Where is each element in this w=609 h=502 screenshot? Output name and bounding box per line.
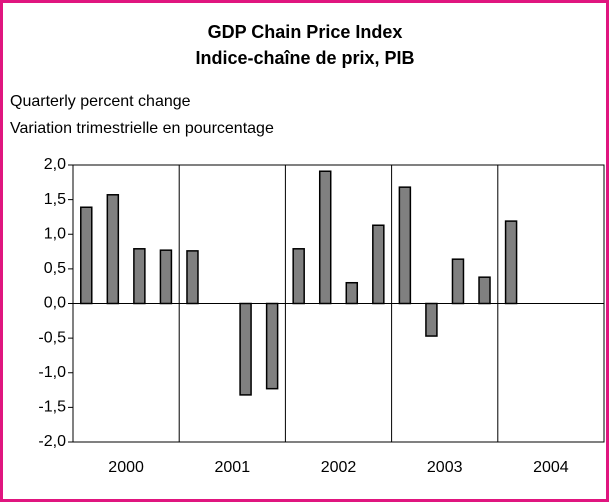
bar [106,194,120,305]
x-group-label: 2001 [215,459,251,476]
y-label-fr: Variation trimestrielle en pourcentage [10,120,274,137]
y-tick-label: -0,5 [38,329,66,346]
y-label: Quarterly percent change [10,93,191,110]
y-tick-label: 0,5 [44,260,66,277]
y-tick-label: -1,0 [38,364,66,381]
bar [186,250,199,305]
y-tick-label: 1,0 [44,225,66,242]
bar [345,281,359,305]
chart-title: GDP Chain Price Index [208,22,403,42]
y-tick-label: 2,0 [44,156,66,173]
bar [504,220,518,305]
y-tick-label: 0,0 [44,295,66,312]
bar [478,276,491,305]
y-tick-label: -2,0 [38,433,66,450]
bar [451,258,465,305]
bar [80,206,93,305]
bar [159,249,173,305]
x-group-label: 2002 [321,459,357,476]
bar [239,302,252,396]
bar [292,248,305,305]
bar [318,170,332,305]
bar [133,248,146,305]
x-group-label: 2004 [533,459,569,476]
y-tick-label: 1,5 [44,191,66,208]
bar [398,186,412,305]
x-group-label: 2003 [427,459,463,476]
bar [372,224,385,305]
chart-subtitle: Indice-chaîne de prix, PIB [195,48,414,68]
y-tick-label: -1,5 [38,399,66,416]
bar [425,302,438,337]
x-group-label: 2000 [108,459,144,476]
bar [265,302,279,390]
